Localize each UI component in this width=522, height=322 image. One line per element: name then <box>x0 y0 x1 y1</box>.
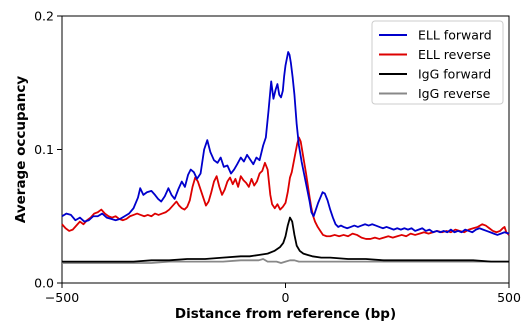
legend: ELL forward ELL reverse IgG forward IgG rev… <box>371 20 504 105</box>
x-tick-label: 500 <box>497 290 521 305</box>
legend-label: ELL forward <box>418 28 492 43</box>
x-tick-label: 0 <box>282 290 290 305</box>
x-axis: −500 0 500 <box>45 283 521 305</box>
y-tick-label: 0.2 <box>34 9 54 24</box>
series-line-ell-forward <box>61 51 510 236</box>
series-line-igg-reverse <box>62 258 509 264</box>
series-line-ell-reverse <box>61 136 510 240</box>
y-tick-label: 0.0 <box>34 276 54 291</box>
y-axis: 0.0 0.1 0.2 <box>34 9 62 291</box>
series-line-igg-forward <box>62 216 509 263</box>
legend-label: IgG forward <box>418 67 491 82</box>
x-tick-label: −500 <box>45 290 79 305</box>
legend-label: ELL reverse <box>418 47 491 62</box>
x-axis-label: Distance from reference (bp) <box>175 306 396 322</box>
series-group <box>61 51 510 264</box>
y-tick-label: 0.1 <box>34 142 54 157</box>
y-axis-label: Average occupancy <box>13 76 29 223</box>
legend-entries: ELL forward ELL reverse IgG forward IgG rev… <box>379 28 492 101</box>
legend-label: IgG reverse <box>418 86 491 101</box>
legend-box <box>371 20 504 105</box>
